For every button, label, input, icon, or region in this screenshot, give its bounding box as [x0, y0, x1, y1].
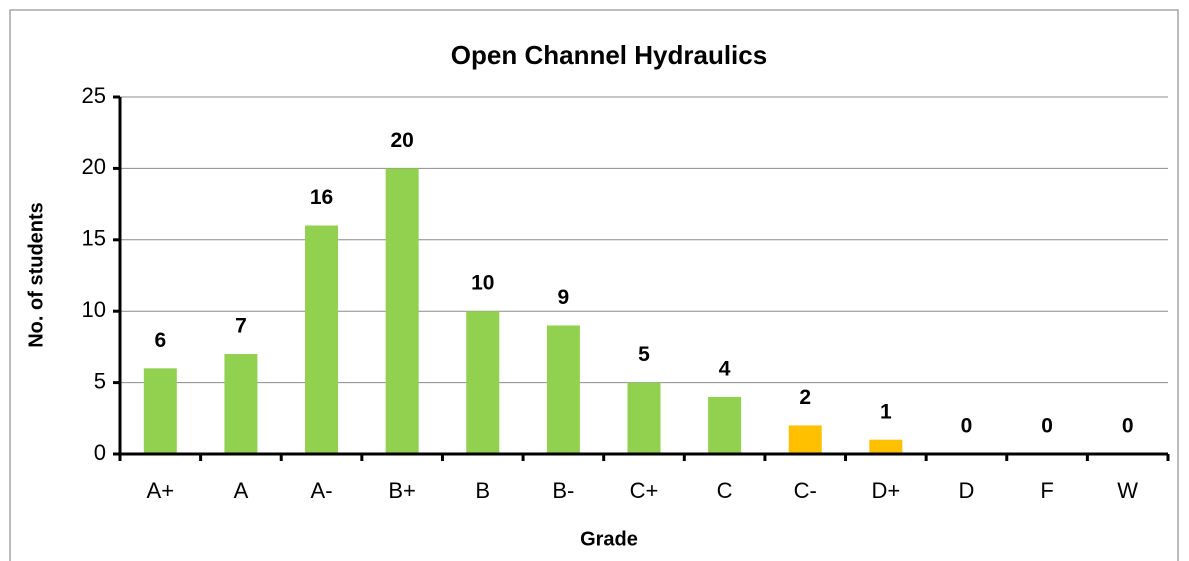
value-label: 6 [154, 329, 166, 352]
value-label: 2 [799, 386, 811, 409]
x-tick-label: B- [552, 478, 574, 503]
x-axis-title: Grade [580, 528, 638, 550]
value-label: 0 [961, 415, 973, 438]
value-label: 0 [1041, 415, 1053, 438]
x-tick-label: D+ [871, 478, 900, 503]
value-label: 4 [719, 357, 731, 380]
value-label: 0 [1122, 415, 1134, 438]
bar [708, 396, 742, 454]
x-tick-label: C+ [630, 478, 659, 503]
value-label: 20 [390, 129, 413, 152]
y-tick-label: 10 [82, 297, 106, 322]
bar [869, 439, 903, 454]
x-tick-label: A- [311, 478, 333, 503]
chart-border [9, 9, 1179, 561]
value-label: 16 [310, 186, 333, 209]
x-tick-label: B+ [388, 478, 416, 503]
y-axis-title: No. of students [25, 202, 47, 348]
value-label: 7 [235, 315, 247, 338]
value-label: 10 [471, 272, 494, 295]
x-tick-label: W [1117, 478, 1138, 503]
y-tick-label: 5 [94, 368, 106, 393]
x-tick-label: F [1040, 478, 1053, 503]
bar [788, 425, 822, 454]
x-tick-label: A [234, 478, 249, 503]
y-tick-label: 15 [82, 226, 106, 251]
bar [627, 382, 661, 454]
y-tick-label: 25 [82, 83, 106, 108]
x-tick-label: A+ [147, 478, 175, 503]
x-tick-label: C [717, 478, 733, 503]
x-tick-label: C- [794, 478, 817, 503]
y-tick-label: 0 [94, 440, 106, 465]
x-tick-label: B [475, 478, 490, 503]
value-label: 9 [558, 286, 570, 309]
bar [546, 325, 580, 454]
bar [466, 311, 500, 454]
y-tick-label: 20 [82, 154, 106, 179]
bar [224, 354, 258, 454]
value-label: 1 [880, 400, 892, 423]
chart-title: Open Channel Hydraulics [451, 40, 767, 70]
value-label: 5 [638, 343, 650, 366]
bar [143, 368, 177, 454]
x-tick-label: D [959, 478, 975, 503]
bar [385, 168, 419, 454]
bar [305, 225, 339, 454]
